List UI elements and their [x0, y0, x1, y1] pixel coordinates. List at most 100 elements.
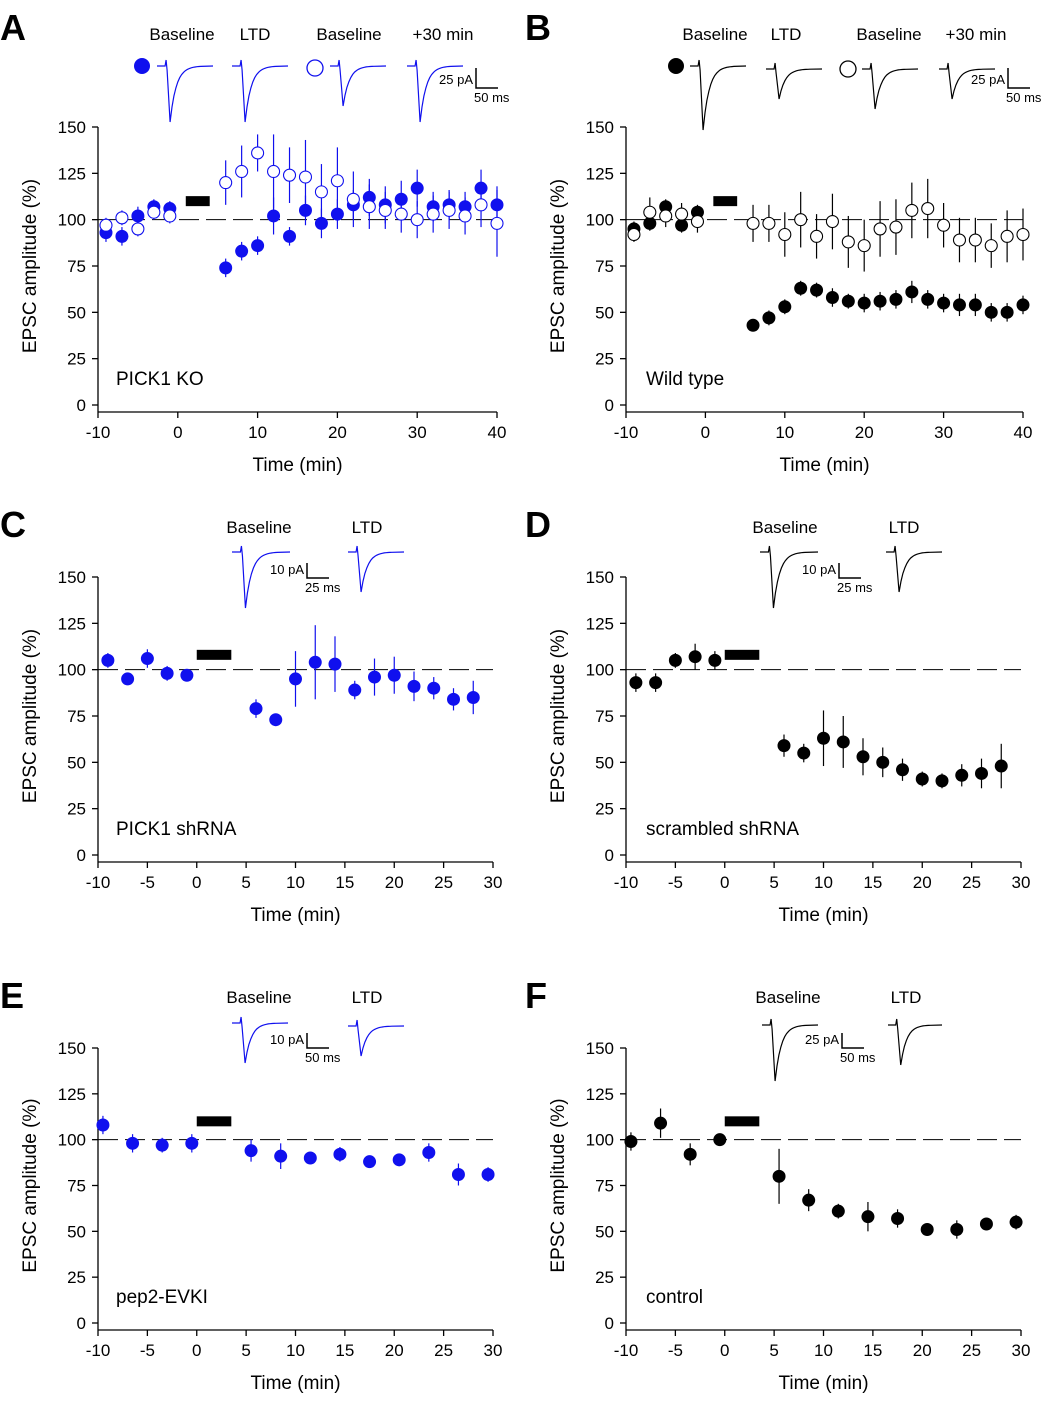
x-tick-label: 10	[814, 1341, 833, 1360]
x-tick-label: -5	[140, 1341, 155, 1360]
data-point	[333, 1147, 347, 1161]
panel-label: F	[525, 975, 547, 1016]
data-point	[935, 774, 949, 788]
data-point	[772, 1169, 786, 1183]
x-tick-label: -5	[668, 873, 683, 892]
x-tick-label: -10	[86, 423, 111, 442]
data-point-open	[426, 207, 440, 221]
x-tick-label: 15	[335, 873, 354, 892]
y-tick-label: 100	[58, 1131, 86, 1150]
data-point-open	[99, 218, 113, 232]
trace-label: Baseline	[682, 25, 747, 44]
data-point	[131, 209, 145, 223]
data-point	[466, 690, 480, 704]
y-tick-label: 50	[67, 753, 86, 772]
data-point-open	[810, 229, 824, 243]
data-point	[683, 1147, 697, 1161]
data-point	[778, 300, 792, 314]
legend-marker-filled	[668, 58, 684, 74]
y-tick-label: 0	[77, 846, 86, 865]
y-tick-label: 0	[605, 1314, 614, 1333]
condition-label: PICK1 KO	[116, 369, 204, 390]
epsc-trace	[232, 545, 291, 609]
data-point-open	[659, 209, 673, 223]
data-point	[921, 292, 935, 306]
data-point	[251, 239, 265, 253]
y-tick-label: 75	[67, 257, 86, 276]
data-point-open	[675, 207, 689, 221]
x-tick-label: 0	[192, 1341, 201, 1360]
x-tick-label: 40	[488, 423, 507, 442]
induction-bar	[196, 649, 232, 660]
data-point	[968, 298, 982, 312]
data-point	[289, 672, 302, 686]
epsc-trace	[348, 545, 405, 593]
series-filled	[624, 1108, 1023, 1239]
panel-d: D 0 25 50 75 100 125 150 -10 -5 0 5 10 15 20 25 30 Time (…	[525, 504, 1030, 926]
data-point-open	[394, 207, 408, 221]
epsc-trace	[762, 1018, 819, 1082]
panel-label: B	[525, 7, 551, 48]
trace-label: LTD	[771, 25, 802, 44]
data-point	[348, 683, 362, 697]
y-tick-label: 25	[67, 350, 86, 369]
y-tick-label: 150	[58, 118, 86, 137]
induction-bar	[196, 1116, 232, 1127]
data-point	[802, 1193, 816, 1207]
x-tick-label: 15	[863, 873, 882, 892]
epsc-trace	[348, 1019, 405, 1057]
data-point-open	[410, 213, 424, 227]
x-tick-label: 5	[769, 873, 778, 892]
x-tick-label: 15	[335, 1341, 354, 1360]
data-point	[797, 746, 811, 760]
x-tick-label: 30	[484, 1341, 503, 1360]
x-tick-label: 5	[241, 1341, 250, 1360]
x-tick-label: -10	[614, 423, 639, 442]
x-tick-label: -10	[86, 1341, 111, 1360]
x-tick-label: 25	[434, 1341, 453, 1360]
data-point	[794, 281, 808, 295]
data-point-open	[746, 216, 760, 230]
data-point-open	[984, 239, 998, 253]
data-point-open	[458, 209, 472, 223]
data-point	[856, 750, 870, 764]
data-point-open	[346, 192, 360, 206]
data-point-open	[968, 233, 982, 247]
trace-label: Baseline	[755, 988, 820, 1007]
scale-bar-time: 50 ms	[840, 1050, 876, 1065]
induction-bar	[713, 196, 738, 207]
x-tick-label: 20	[855, 423, 874, 442]
x-tick-label: -5	[140, 873, 155, 892]
data-point-open	[474, 198, 488, 212]
data-point	[219, 261, 233, 275]
data-point	[889, 292, 903, 306]
scale-bar	[1007, 68, 1030, 89]
scale-bar	[841, 1033, 864, 1049]
y-tick-label: 75	[595, 707, 614, 726]
data-point-open	[251, 146, 265, 160]
x-axis-title: Time (min)	[778, 1373, 868, 1394]
x-axis-title: Time (min)	[252, 455, 342, 476]
data-point	[836, 735, 850, 749]
epsc-trace	[888, 1018, 943, 1066]
data-point	[825, 291, 839, 305]
data-point	[896, 763, 909, 777]
data-point-open	[690, 214, 705, 229]
trace-label: Baseline	[856, 25, 921, 44]
x-tick-label: 40	[1014, 423, 1033, 442]
data-point-open	[1000, 229, 1014, 243]
x-tick-label: 30	[1012, 873, 1031, 892]
panel-label: D	[525, 504, 551, 545]
legend-marker-filled	[134, 58, 150, 74]
x-tick-label: 20	[385, 1341, 404, 1360]
y-tick-label: 0	[605, 846, 614, 865]
epsc-trace	[232, 59, 289, 123]
data-point-open	[921, 201, 935, 216]
x-tick-label: 10	[286, 873, 305, 892]
epsc-trace	[760, 545, 819, 609]
data-point	[629, 676, 643, 690]
y-tick-label: 100	[586, 661, 614, 680]
data-point	[873, 294, 887, 308]
data-point	[160, 666, 174, 680]
